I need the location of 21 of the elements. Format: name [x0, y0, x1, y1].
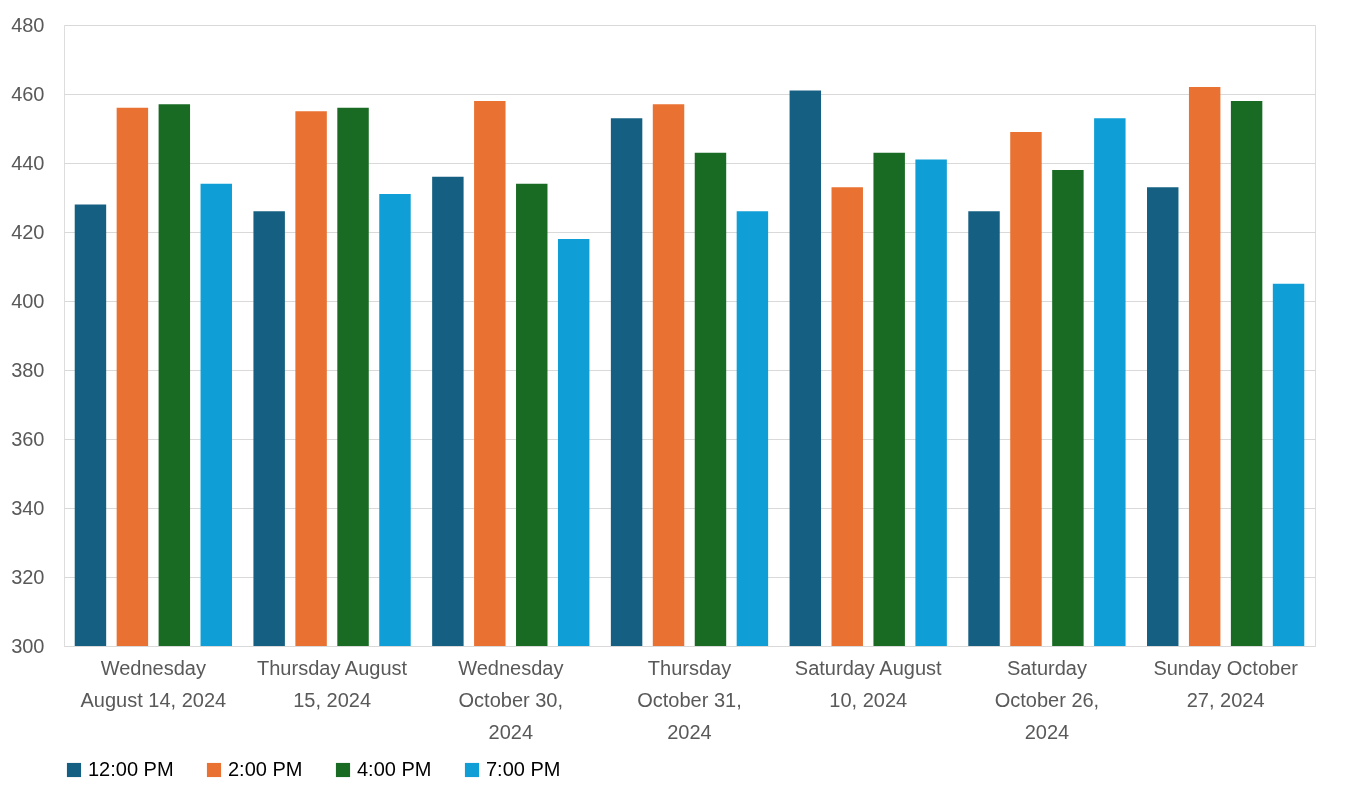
legend-label: 4:00 PM	[357, 758, 432, 780]
y-tick-label: 320	[11, 565, 45, 588]
x-tick-label: Thursday August 15, 2024	[257, 656, 408, 711]
y-tick-label: 460	[11, 82, 45, 105]
x-tick-label: Wednesday October 30, 2024	[458, 656, 564, 743]
y-tick-label: 340	[11, 496, 45, 519]
legend-label: 7:00 PM	[486, 758, 561, 780]
y-tick-label: 440	[11, 151, 45, 174]
legend-label: 12:00 PM	[88, 758, 174, 780]
y-tick-label: 420	[11, 220, 45, 243]
x-tick-label: Saturday August 10, 2024	[794, 656, 943, 711]
y-tick-label: 480	[11, 13, 45, 36]
x-tick-label: Saturday October 26, 2024	[994, 656, 1100, 743]
y-tick-label: 400	[11, 289, 45, 312]
y-tick-label: 360	[11, 427, 45, 450]
y-tick-label: 300	[11, 634, 45, 657]
y-tick-label: 380	[11, 358, 45, 381]
x-tick-label: Wednesday August 14, 2024	[80, 656, 227, 711]
legend-label: 2:00 PM	[228, 758, 303, 780]
x-tick-label: Sunday October 27, 2024	[1153, 656, 1299, 711]
x-tick-label: Thursday October 31, 2024	[637, 656, 742, 743]
